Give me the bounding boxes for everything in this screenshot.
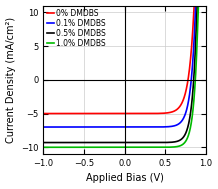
- 0.1% DMDBS: [204, 4, 207, 7]
- 0.5% DMDBS: [121, 141, 124, 144]
- 1.0% DMDBS: [204, 4, 207, 7]
- 0.5% DMDBS: [200, 4, 203, 7]
- 0.1% DMDBS: [50, 126, 53, 128]
- 0% DMDBS: [117, 112, 119, 115]
- 1.0% DMDBS: [200, 4, 203, 7]
- 0% DMDBS: [170, 111, 173, 113]
- Line: 0.1% DMDBS: 0.1% DMDBS: [43, 5, 206, 127]
- 1.0% DMDBS: [200, 4, 203, 7]
- 0.5% DMDBS: [50, 141, 53, 144]
- 0.5% DMDBS: [200, 4, 203, 7]
- 0% DMDBS: [121, 112, 124, 115]
- 0% DMDBS: [200, 4, 203, 7]
- Legend: 0% DMDBS, 0.1% DMDBS, 0.5% DMDBS, 1.0% DMDBS: 0% DMDBS, 0.1% DMDBS, 0.5% DMDBS, 1.0% D…: [46, 8, 107, 49]
- 0.5% DMDBS: [204, 4, 207, 7]
- 1.0% DMDBS: [121, 146, 124, 148]
- 1.0% DMDBS: [117, 146, 119, 148]
- 0.1% DMDBS: [200, 4, 203, 7]
- Y-axis label: Current Density (mA/cm²): Current Density (mA/cm²): [5, 17, 15, 143]
- 0.1% DMDBS: [200, 4, 203, 7]
- 1.0% DMDBS: [50, 146, 53, 148]
- 0.1% DMDBS: [194, 4, 197, 7]
- Line: 1.0% DMDBS: 1.0% DMDBS: [43, 5, 206, 147]
- 0% DMDBS: [50, 112, 53, 115]
- 0% DMDBS: [204, 4, 207, 7]
- 0% DMDBS: [193, 4, 196, 7]
- X-axis label: Applied Bias (V): Applied Bias (V): [86, 174, 164, 184]
- 0% DMDBS: [42, 112, 45, 115]
- 0.1% DMDBS: [42, 126, 45, 128]
- 0.5% DMDBS: [196, 4, 198, 7]
- 0.5% DMDBS: [42, 141, 45, 144]
- Line: 0% DMDBS: 0% DMDBS: [43, 5, 206, 114]
- 1.0% DMDBS: [42, 146, 45, 148]
- 0% DMDBS: [200, 4, 203, 7]
- 0.1% DMDBS: [121, 126, 124, 128]
- 0.1% DMDBS: [170, 125, 173, 128]
- 1.0% DMDBS: [170, 146, 173, 148]
- 0.5% DMDBS: [117, 141, 119, 144]
- 0.5% DMDBS: [170, 141, 173, 143]
- 0.1% DMDBS: [117, 126, 119, 128]
- Line: 0.5% DMDBS: 0.5% DMDBS: [43, 5, 206, 143]
- 1.0% DMDBS: [197, 4, 200, 7]
